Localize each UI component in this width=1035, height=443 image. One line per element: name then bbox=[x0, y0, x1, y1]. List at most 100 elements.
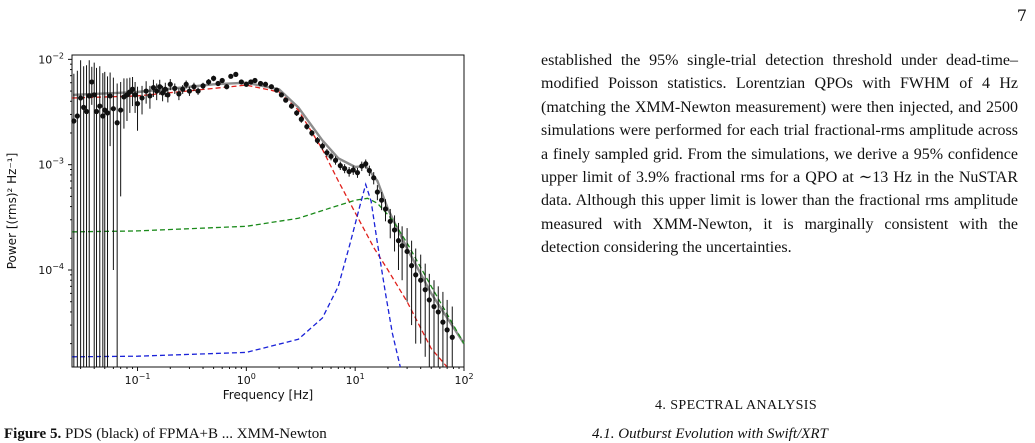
data-points bbox=[71, 60, 455, 367]
data-point bbox=[150, 84, 157, 91]
data-point bbox=[243, 81, 249, 87]
data-point bbox=[132, 92, 138, 98]
data-point bbox=[154, 88, 160, 94]
model-curve-red bbox=[71, 84, 448, 368]
data-point bbox=[431, 303, 437, 310]
data-point bbox=[342, 165, 348, 172]
model-curves bbox=[71, 81, 466, 368]
body-paragraph: established the 95% single-trial detecti… bbox=[541, 52, 1018, 257]
data-point bbox=[118, 107, 124, 113]
data-point bbox=[71, 118, 77, 124]
data-point bbox=[391, 227, 398, 233]
y-tick-label: 10−4 bbox=[38, 262, 64, 277]
data-point bbox=[215, 80, 221, 87]
data-point bbox=[422, 287, 428, 293]
data-point bbox=[147, 93, 153, 99]
data-point bbox=[418, 277, 424, 283]
data-point bbox=[395, 238, 402, 244]
data-point bbox=[191, 84, 197, 90]
data-point bbox=[262, 81, 269, 87]
data-point bbox=[444, 327, 450, 333]
data-point bbox=[143, 88, 149, 94]
data-point bbox=[139, 95, 145, 101]
data-point bbox=[89, 79, 95, 85]
data-point bbox=[346, 168, 352, 175]
data-point bbox=[83, 108, 90, 115]
data-point bbox=[252, 77, 258, 84]
data-point bbox=[110, 106, 116, 112]
data-point bbox=[426, 297, 432, 303]
model-curve-blue bbox=[71, 182, 401, 368]
data-point bbox=[100, 113, 106, 119]
data-point bbox=[159, 90, 166, 96]
data-point bbox=[435, 309, 441, 315]
data-point bbox=[363, 161, 369, 167]
data-point bbox=[129, 86, 136, 92]
data-point bbox=[350, 167, 356, 173]
data-point bbox=[319, 143, 326, 149]
x-tick-label: 10−1 bbox=[125, 372, 151, 387]
data-point bbox=[74, 113, 80, 119]
data-point bbox=[332, 157, 339, 163]
data-point bbox=[195, 88, 201, 94]
data-point bbox=[183, 81, 189, 87]
model-curve-green bbox=[71, 197, 465, 344]
data-point bbox=[162, 86, 168, 92]
data-point bbox=[165, 92, 171, 98]
data-point bbox=[104, 110, 111, 116]
data-point bbox=[366, 167, 372, 174]
data-point bbox=[93, 108, 100, 115]
data-point bbox=[309, 130, 315, 136]
data-point bbox=[354, 170, 361, 176]
data-point bbox=[97, 103, 103, 109]
y-tick-label: 10−3 bbox=[38, 157, 64, 172]
data-point bbox=[186, 88, 193, 94]
data-point bbox=[78, 95, 84, 101]
data-point bbox=[359, 163, 365, 169]
data-point bbox=[371, 175, 377, 181]
x-axis-ticks: 10−1 100 101 102 bbox=[80, 367, 474, 387]
data-point bbox=[374, 189, 380, 195]
data-point bbox=[399, 243, 405, 249]
data-point bbox=[180, 86, 186, 92]
data-point bbox=[440, 319, 446, 325]
data-point bbox=[134, 101, 141, 107]
data-point bbox=[324, 150, 330, 156]
data-point bbox=[382, 206, 389, 212]
data-point bbox=[91, 92, 97, 98]
data-point bbox=[248, 79, 254, 85]
data-point bbox=[288, 103, 295, 109]
data-point bbox=[328, 153, 334, 159]
data-point bbox=[304, 123, 310, 130]
section-heading: 4. SPECTRAL ANALYSIS bbox=[655, 398, 818, 413]
data-point bbox=[274, 87, 280, 93]
data-point bbox=[283, 97, 289, 103]
data-point bbox=[200, 83, 206, 89]
x-tick-label: 102 bbox=[454, 372, 473, 387]
data-point bbox=[219, 77, 225, 84]
data-point bbox=[413, 272, 419, 278]
x-tick-label: 101 bbox=[346, 372, 365, 387]
data-point bbox=[206, 79, 212, 85]
y-axis-ticks: 10−4 10−3 10−2 bbox=[38, 51, 72, 345]
data-point bbox=[107, 93, 113, 99]
data-point bbox=[298, 116, 304, 122]
data-point bbox=[81, 104, 87, 110]
data-point bbox=[114, 120, 120, 126]
y-tick-label: 10−2 bbox=[38, 51, 64, 66]
page-number: 7 bbox=[1016, 6, 1027, 25]
data-point bbox=[278, 92, 285, 98]
data-point bbox=[176, 91, 182, 97]
data-point bbox=[86, 93, 92, 99]
caption-text: PDS (black) of FPMA+B ... XMM-Newton bbox=[64, 426, 327, 442]
data-point bbox=[404, 248, 410, 255]
data-point bbox=[387, 218, 393, 224]
data-point bbox=[294, 110, 300, 116]
data-point bbox=[337, 163, 343, 169]
x-tick-label: 100 bbox=[237, 372, 256, 387]
power-spectrum-figure: 10−1 100 101 102 10−4 10−3 10−2 Frequency [Hz… bbox=[5, 51, 474, 402]
data-point bbox=[409, 263, 415, 269]
data-point bbox=[257, 80, 264, 87]
data-point bbox=[268, 84, 275, 90]
model-curve-total bbox=[71, 81, 466, 345]
